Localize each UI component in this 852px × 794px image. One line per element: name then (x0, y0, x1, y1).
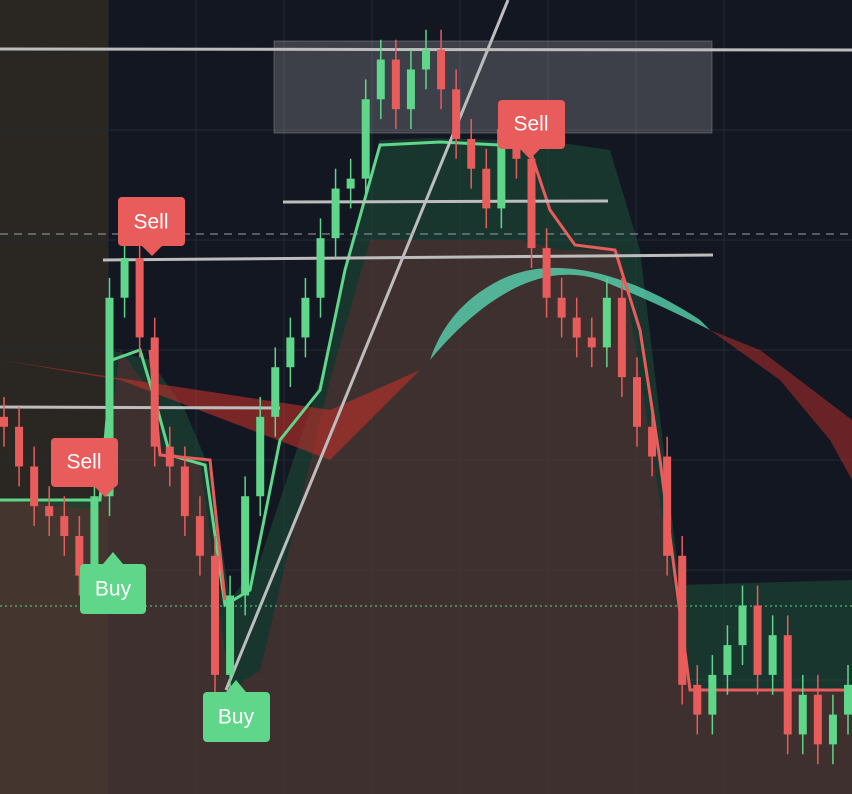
candle-body (346, 178, 355, 189)
candle-body (753, 605, 762, 675)
session-shade (0, 0, 108, 794)
signal-label: Buy (218, 706, 255, 729)
candle-body (391, 59, 400, 110)
candle-body (663, 456, 672, 556)
signal-label: Sell (133, 211, 168, 234)
candle-body (422, 49, 430, 70)
candle-body (828, 714, 837, 745)
candle-body (135, 258, 144, 338)
candle-body (497, 129, 506, 209)
candle-body (542, 248, 551, 298)
candle-body (195, 516, 204, 556)
candle-body (211, 555, 219, 675)
zone-box (273, 40, 713, 134)
candle-body (602, 297, 611, 348)
signal-label: Sell (66, 451, 101, 474)
candle-body (693, 684, 702, 715)
candle-body (572, 317, 581, 338)
trend-line (224, 0, 510, 691)
sell-signal: Sell (118, 197, 185, 256)
candle-body (30, 466, 39, 507)
sell-signal: Sell (51, 438, 118, 497)
candle-body (301, 297, 310, 338)
candle-body (286, 337, 295, 368)
candle-body (452, 89, 461, 139)
candle-body (527, 158, 536, 249)
candle-body (437, 49, 446, 90)
candle-body (180, 466, 189, 517)
sell-signal: Sell (498, 100, 565, 159)
candle-body (256, 416, 265, 497)
candles (0, 29, 852, 765)
candle-body (226, 595, 235, 675)
signal-label: Buy (95, 578, 132, 601)
candle-body (361, 99, 370, 179)
buy-signal: Buy (203, 680, 270, 742)
candle-body (75, 535, 84, 576)
green-line (0, 140, 501, 608)
teal-ribbon (430, 267, 710, 360)
candle-body (482, 168, 491, 209)
candle-body (331, 188, 340, 239)
candle-body (738, 605, 747, 646)
signal-label: Sell (513, 113, 548, 136)
candle-body (633, 377, 641, 427)
candle-body (271, 367, 280, 417)
red-ribbon (0, 360, 420, 460)
candle-body (241, 496, 250, 596)
level-line (102, 253, 714, 262)
candle-body (406, 69, 415, 110)
candle-body (60, 516, 69, 536)
candle-body (15, 426, 24, 467)
candle-body (45, 506, 54, 517)
candle-body (708, 674, 717, 715)
candle-body (105, 297, 114, 497)
candle-body (165, 446, 174, 467)
candle-body (316, 238, 325, 298)
candle-body (813, 694, 822, 745)
candle-body (0, 416, 8, 427)
candle-body (557, 297, 566, 318)
buy-signal: Buy (80, 552, 146, 614)
candle-body (376, 59, 385, 100)
candle-body (844, 684, 852, 715)
candle-body (90, 496, 99, 576)
candle-body (150, 337, 159, 447)
candle-body (648, 426, 657, 457)
candle-body (783, 635, 792, 735)
candle-body (798, 694, 807, 735)
candle-body (120, 258, 129, 298)
candle-body (678, 555, 687, 685)
red-ribbon-right (710, 330, 852, 480)
candle-body (723, 645, 732, 675)
candle-body (617, 297, 626, 378)
candle-body (768, 635, 777, 675)
level-line (0, 405, 281, 410)
candle-body (467, 138, 476, 169)
candle-body (587, 337, 596, 348)
